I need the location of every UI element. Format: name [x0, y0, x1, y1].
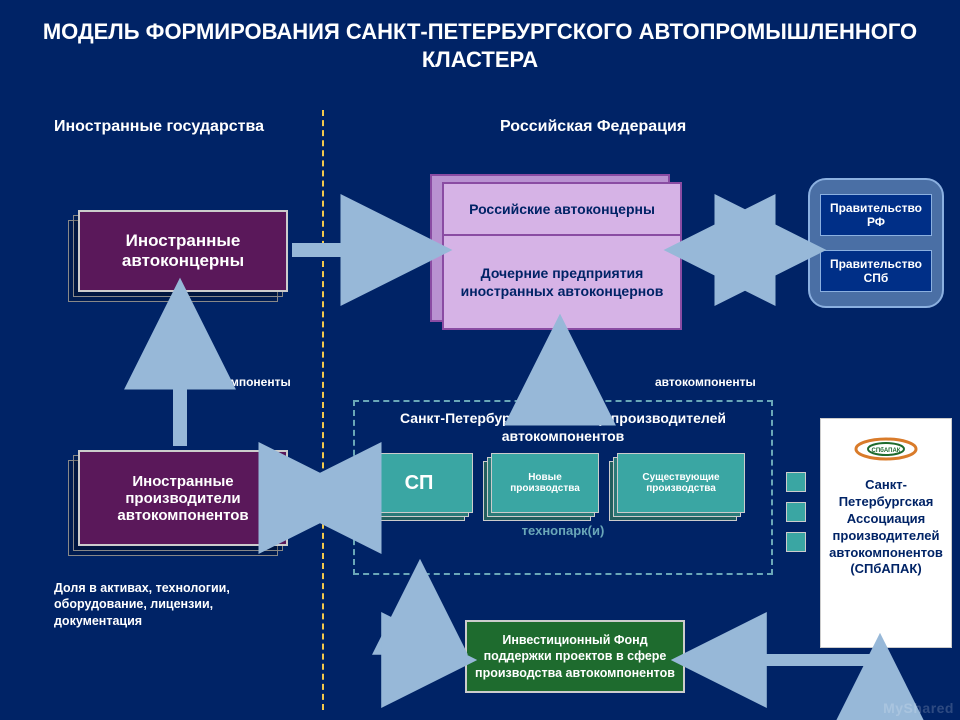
foreign-producers-label: Иностранные производители автокомпоненто…: [78, 450, 288, 546]
cluster-new-label: Новые производства: [491, 453, 599, 513]
autocomp-label-right: автокомпоненты: [655, 375, 756, 389]
fund-box: Инвестиционный Фонд поддержки проектов в…: [465, 620, 685, 693]
cluster-marker-3: [786, 532, 806, 552]
cluster-sp: СП: [365, 453, 473, 513]
region-left-label: Иностранные государства: [54, 118, 264, 136]
page-title: МОДЕЛЬ ФОРМИРОВАНИЯ САНКТ-ПЕТЕРБУРГСКОГО…: [0, 0, 960, 83]
russian-block-top: Российские автоконцерны: [444, 184, 680, 236]
gov-spb: Правительство СПб: [820, 250, 932, 292]
cluster-new: Новые производства: [491, 453, 599, 513]
assoc-text: Санкт-Петербургская Ассоциация производи…: [829, 477, 943, 576]
cluster-marker-2: [786, 502, 806, 522]
cluster-tp-label: технопарк(и): [365, 523, 761, 538]
gov-rf: Правительство РФ: [820, 194, 932, 236]
foreign-concerns-block: Иностранные автоконцерны: [78, 210, 288, 292]
autocomp-label-left: автокомпоненты: [190, 375, 291, 389]
left-note: Доля в активах, технологии, оборудование…: [54, 580, 294, 629]
cluster-existing: Существующие производства: [617, 453, 745, 513]
foreign-concerns-label: Иностранные автоконцерны: [78, 210, 288, 292]
russian-block-bottom: Дочерние предприятия иностранных автокон…: [444, 236, 680, 328]
gov-panel: Правительство РФ Правительство СПб: [808, 178, 944, 308]
cluster-sp-label: СП: [365, 453, 473, 513]
region-right-label: Российская Федерация: [500, 118, 686, 136]
cluster-panel: Санкт-Петербургский кластер производител…: [353, 400, 773, 575]
cluster-title: Санкт-Петербургский кластер производител…: [365, 410, 761, 445]
assoc-panel: СПбАПАК Санкт-Петербургская Ассоциация п…: [820, 418, 952, 648]
cluster-marker-1: [786, 472, 806, 492]
cluster-existing-label: Существующие производства: [617, 453, 745, 513]
foreign-producers-block: Иностранные производители автокомпоненто…: [78, 450, 288, 546]
region-divider: [322, 110, 324, 710]
assoc-logo-icon: СПбАПАК: [851, 433, 921, 465]
watermark: MyShared: [883, 700, 954, 716]
russian-block: Российские автоконцерны Дочерние предпри…: [442, 182, 682, 330]
svg-text:СПбАПАК: СПбАПАК: [872, 447, 901, 454]
